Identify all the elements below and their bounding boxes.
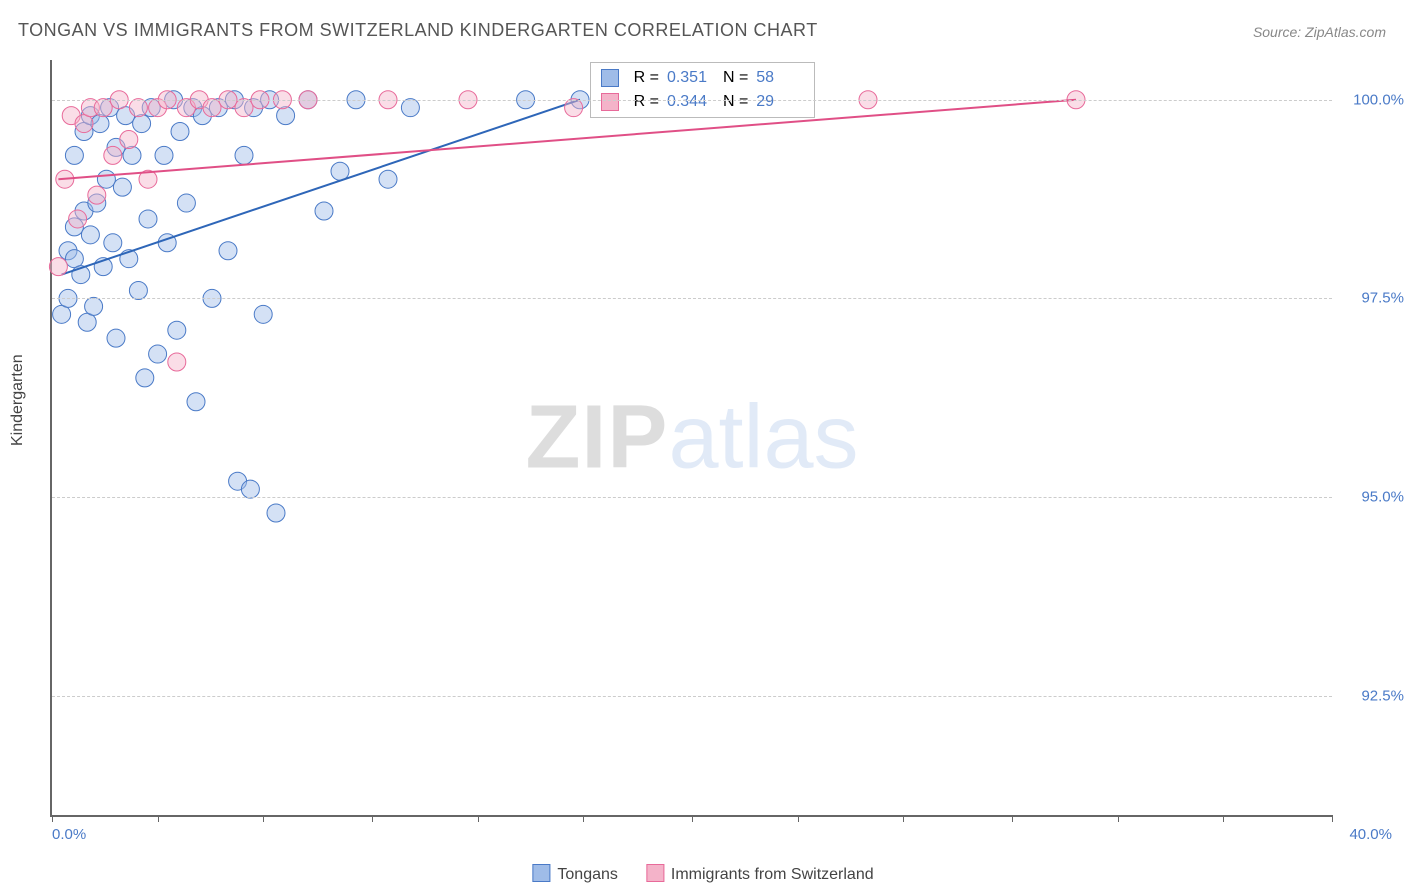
chart-title: TONGAN VS IMMIGRANTS FROM SWITZERLAND KI… [18,20,818,41]
data-point [277,107,295,125]
data-point [168,353,186,371]
legend: Tongans Immigrants from Switzerland [532,864,873,884]
plot-area: ZIPatlas R =0.351N =58R =0.344N =29 92.5… [50,60,1332,817]
data-point [171,123,189,141]
x-tick [903,815,904,822]
x-tick [1223,815,1224,822]
x-tick [1012,815,1013,822]
data-point [315,202,333,220]
data-point [94,99,112,117]
data-point [85,297,103,315]
data-point [120,130,138,148]
x-tick [692,815,693,822]
y-tick-label: 97.5% [1361,290,1404,307]
data-point [129,99,147,117]
data-point [123,146,141,164]
data-point [235,99,253,117]
data-point [139,210,157,228]
legend-item-tongans: Tongans [532,864,618,884]
x-tick [583,815,584,822]
stat-n-label: N = [723,90,748,114]
data-point [379,170,397,188]
gridline-h [52,696,1332,697]
data-point [65,146,83,164]
chart-container: TONGAN VS IMMIGRANTS FROM SWITZERLAND KI… [0,0,1406,892]
data-point [104,146,122,164]
data-point [104,234,122,252]
legend-label-tongans: Tongans [557,866,618,883]
data-point [88,186,106,204]
data-point [53,305,71,323]
stat-r-value: 0.351 [667,66,715,90]
data-point [65,250,83,268]
data-point [91,115,109,133]
x-tick [478,815,479,822]
y-axis-label: Kindergarten [9,354,27,446]
data-point [168,321,186,339]
data-point [401,99,419,117]
source-label: Source: ZipAtlas.com [1253,24,1386,40]
data-point [107,329,125,347]
y-tick-label: 95.0% [1361,489,1404,506]
legend-swatch-switzerland [646,864,664,882]
data-point [235,146,253,164]
data-point [267,504,285,522]
x-tick [52,815,53,822]
x-tick [158,815,159,822]
x-tick [1118,815,1119,822]
data-point [203,99,221,117]
data-point [177,194,195,212]
stat-row: R = 0.344 N = 29 [601,90,805,114]
plot-svg [52,60,1332,815]
y-tick-label: 100.0% [1353,91,1404,108]
x-tick-label: 40.0% [1349,826,1392,843]
stat-n-value: 29 [756,90,804,114]
stat-n-label: N = [723,66,748,90]
stat-swatch [601,93,619,111]
x-tick [798,815,799,822]
data-point [97,170,115,188]
data-point [133,115,151,133]
stat-swatch [601,69,619,87]
stat-row: R = 0.351 N = 58 [601,66,805,90]
y-tick-label: 92.5% [1361,687,1404,704]
data-point [149,345,167,363]
correlation-stat-box: R = 0.351 N = 58 R = 0.344 N = 29 [590,62,816,118]
data-point [129,281,147,299]
x-tick [372,815,373,822]
data-point [69,210,87,228]
x-tick-label: 0.0% [52,826,86,843]
stat-r-value: 0.344 [667,90,715,114]
stat-n-value: 58 [756,66,804,90]
x-tick [1332,815,1333,822]
data-point [49,258,67,276]
x-tick [263,815,264,822]
data-point [219,242,237,260]
data-point [254,305,272,323]
data-point [113,178,131,196]
data-point [78,313,96,331]
gridline-h [52,100,1332,101]
stat-r-label: R = [634,90,659,114]
gridline-h [52,497,1332,498]
data-point [187,393,205,411]
data-point [81,226,99,244]
legend-label-switzerland: Immigrants from Switzerland [671,866,874,883]
data-point [565,99,583,117]
legend-item-switzerland: Immigrants from Switzerland [646,864,874,884]
data-point [136,369,154,387]
legend-swatch-tongans [532,864,550,882]
gridline-h [52,298,1332,299]
stat-r-label: R = [634,66,659,90]
data-point [241,480,259,498]
data-point [75,115,93,133]
data-point [155,146,173,164]
